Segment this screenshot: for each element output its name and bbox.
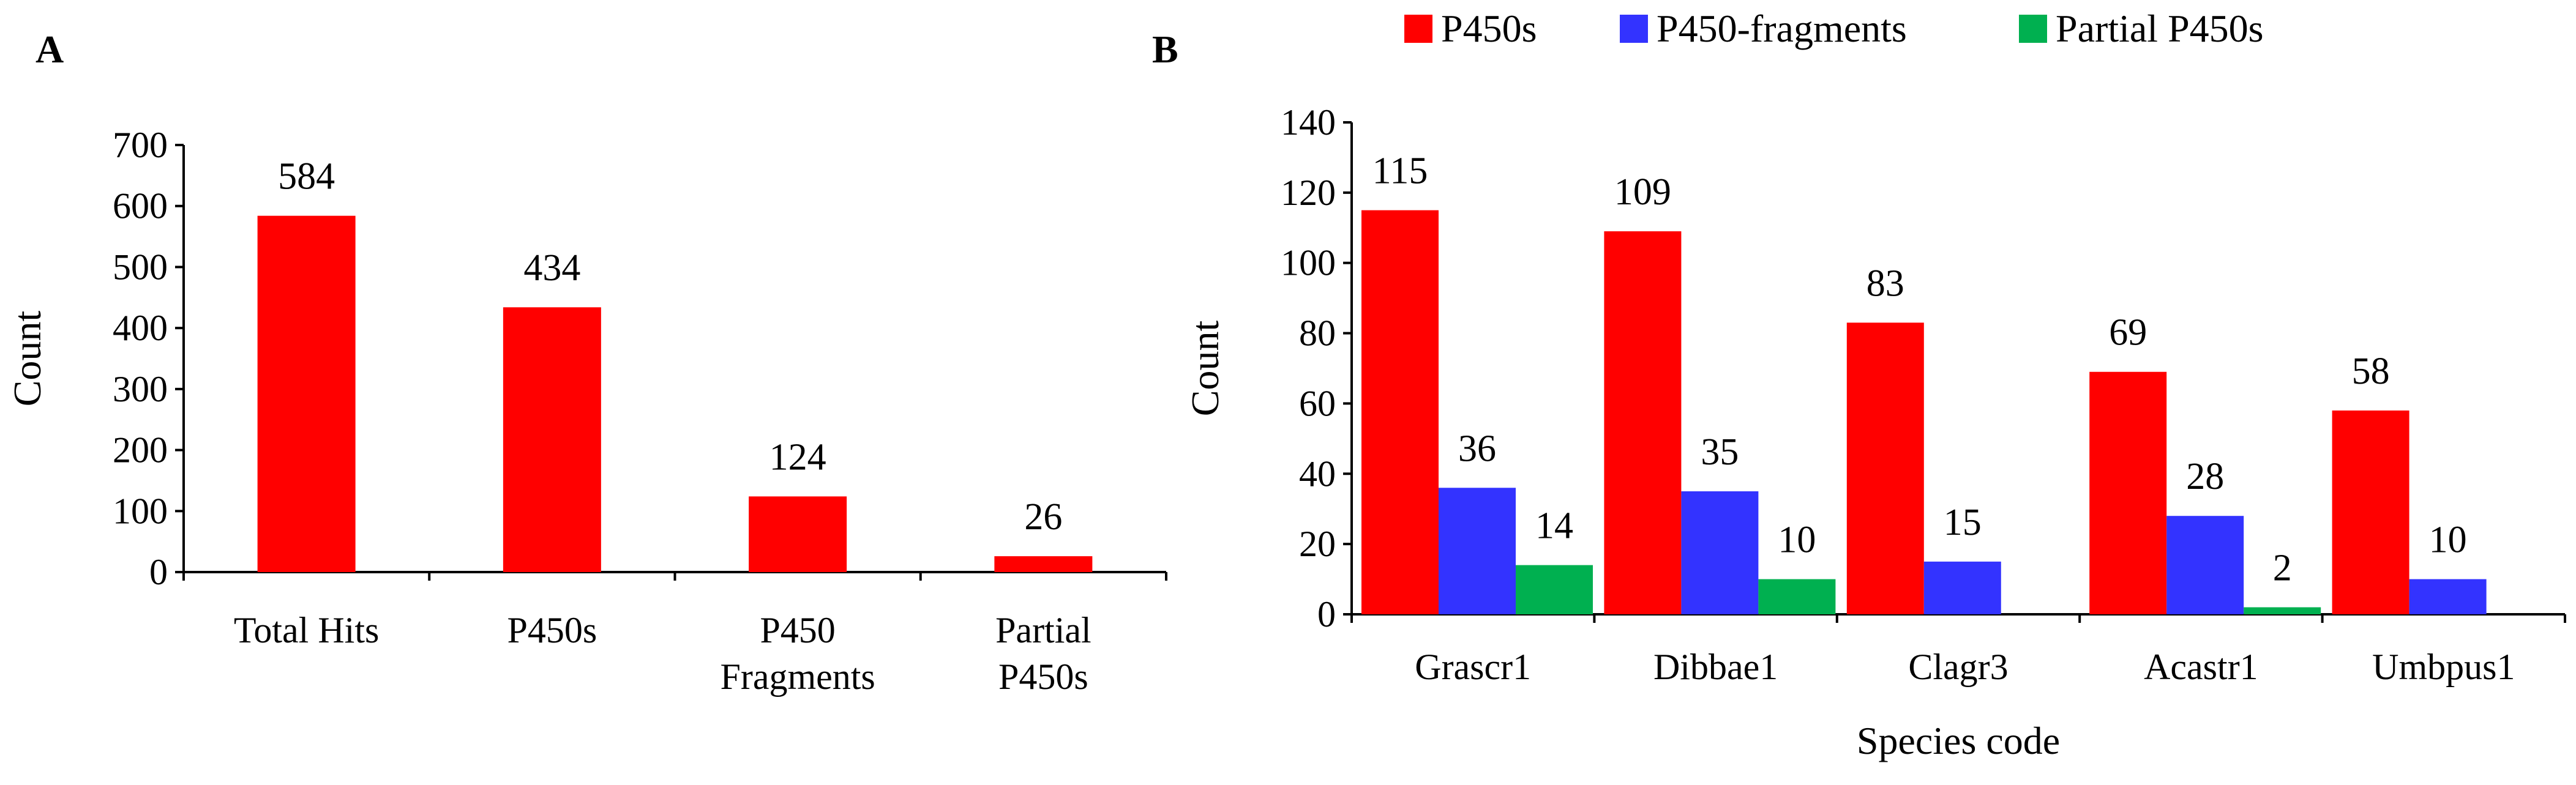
panel-b-category-label: Dibbae1 bbox=[1653, 647, 1778, 687]
panel-b-category-label: Acastr1 bbox=[2144, 647, 2258, 687]
panel-b-data-label-p450s: 58 bbox=[2352, 351, 2390, 392]
panel-b-y-tick-label: 80 bbox=[1299, 313, 1336, 354]
panel-a-data-label: 26 bbox=[1024, 496, 1062, 538]
panel-b-bar-p450s bbox=[1604, 231, 1682, 614]
panel-b-y-tick-label: 60 bbox=[1299, 383, 1336, 423]
panel-b-data-label-p450s: 83 bbox=[1866, 262, 1904, 304]
panel-b-data-label-partial-p450s: 2 bbox=[2273, 548, 2292, 589]
panel-a-chart: A 0 100 200 300 400 500 600 700 Count 584 Total Hit… bbox=[6, 28, 1167, 697]
panel-a-data-label: 584 bbox=[278, 156, 335, 198]
panel-b-bar-p450-fragments bbox=[2166, 516, 2244, 614]
panel-b-bar-partial-p450s bbox=[2244, 607, 2321, 614]
panel-a-bar bbox=[503, 307, 601, 572]
panel-b-bar-partial-p450s bbox=[1758, 579, 1836, 614]
panel-a-y-tick-label: 300 bbox=[113, 369, 168, 409]
panel-b-data-label-p450-fragments: 36 bbox=[1458, 428, 1496, 469]
panel-b-category-label: Grascr1 bbox=[1415, 647, 1531, 687]
panel-b-data-label-p450-fragments: 15 bbox=[1944, 502, 1982, 543]
panel-a-y-tick-label: 700 bbox=[113, 125, 168, 165]
panel-b-bar-p450-fragments bbox=[2409, 579, 2487, 614]
panel-b-y-axis-title: Count bbox=[1183, 321, 1227, 417]
panel-b-y-tick-label: 0 bbox=[1317, 594, 1336, 634]
panel-b-y-tick-label: 120 bbox=[1281, 173, 1336, 213]
panel-b-bar-partial-p450s bbox=[1516, 565, 1593, 614]
panel-a-y-tick-label: 200 bbox=[113, 430, 168, 471]
panel-b-data-label-p450-fragments: 28 bbox=[2186, 456, 2224, 497]
panel-b-data-label-p450s: 109 bbox=[1614, 171, 1671, 213]
panel-a-y-tick-label: 400 bbox=[113, 308, 168, 348]
panel-a-y-tick-label: 500 bbox=[113, 247, 168, 287]
panel-b-bar-p450s bbox=[2332, 410, 2409, 614]
legend-swatch-partial-p450s bbox=[2019, 15, 2047, 43]
panel-b-data-label-partial-p450s: 14 bbox=[1535, 505, 1573, 547]
panel-b-bar-p450-fragments bbox=[1923, 561, 2001, 614]
panel-a-y-tick-label: 600 bbox=[113, 186, 168, 226]
panel-b-bar-p450s bbox=[1846, 322, 1924, 614]
legend-swatch-p450s bbox=[1404, 15, 1432, 43]
panel-a-data-label: 434 bbox=[523, 247, 580, 289]
panel-b-y-tick-label: 100 bbox=[1281, 243, 1336, 283]
panel-b-data-label-p450-fragments: 35 bbox=[1701, 431, 1739, 473]
panel-a-category-label: P450 bbox=[760, 610, 835, 650]
panel-b-x-axis-title: Species code bbox=[1857, 719, 2060, 762]
panel-a-y-tick-label: 0 bbox=[149, 552, 168, 592]
panel-b-data-label-p450-fragments: 10 bbox=[2429, 519, 2467, 561]
panel-b-data-label-p450s: 115 bbox=[1372, 151, 1428, 192]
panel-b-category-label: Clagr3 bbox=[1908, 647, 2008, 687]
panel-a-bar bbox=[257, 215, 356, 572]
legend-label: P450s bbox=[1441, 7, 1537, 50]
legend-label: P450-fragments bbox=[1657, 7, 1907, 50]
panel-b-bar-p450-fragments bbox=[1439, 488, 1516, 614]
panel-b-data-label-p450s: 69 bbox=[2109, 312, 2147, 354]
panel-a-category-label: Fragments bbox=[720, 657, 875, 697]
panel-b-bar-p450s bbox=[2089, 371, 2167, 614]
panel-a-category-label: Partial bbox=[995, 610, 1091, 650]
panel-a-bar bbox=[994, 556, 1093, 572]
panel-b-y-tick-label: 140 bbox=[1281, 102, 1336, 143]
panel-a-category-label: P450s bbox=[998, 657, 1088, 697]
panel-a-y-tick-label: 100 bbox=[113, 491, 168, 531]
panel-a-letter: A bbox=[36, 28, 64, 71]
panel-a-bar bbox=[749, 496, 847, 572]
panel-b-chart: B 0 20 40 60 80 100 120 140 Count Species code Gras… bbox=[1152, 7, 2566, 762]
panel-b-bar-p450s bbox=[1361, 210, 1439, 615]
panel-b-legend: P450s P450-fragments Partial P450s bbox=[1404, 7, 2264, 50]
panel-b-bar-p450-fragments bbox=[1681, 491, 1759, 614]
panel-a-category-label: Total Hits bbox=[234, 610, 379, 650]
panel-a-category-label: P450s bbox=[507, 610, 597, 650]
panel-b-data-label-partial-p450s: 10 bbox=[1778, 519, 1816, 561]
panel-b-y-tick-label: 20 bbox=[1299, 524, 1336, 564]
legend-label: Partial P450s bbox=[2056, 7, 2264, 50]
panel-b-category-label: Umbpus1 bbox=[2372, 647, 2515, 687]
panel-a-data-label: 124 bbox=[769, 436, 826, 478]
legend-swatch-p450-fragments bbox=[1620, 15, 1648, 43]
panel-a-y-axis-title: Count bbox=[6, 311, 49, 407]
panel-b-letter: B bbox=[1152, 28, 1178, 71]
panel-b-y-tick-label: 40 bbox=[1299, 453, 1336, 494]
